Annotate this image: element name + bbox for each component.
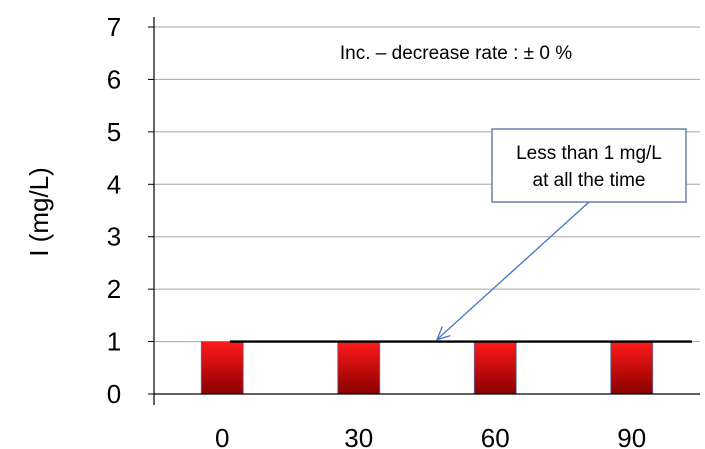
bar-0 — [200, 341, 244, 395]
y-tick-label-5: 5 — [107, 117, 121, 147]
bars — [200, 341, 654, 395]
arrow-head — [435, 326, 451, 341]
x-tick-label-0: 0 — [215, 423, 229, 449]
y-tick-label-1: 1 — [107, 327, 121, 357]
y-tick-label-6: 6 — [107, 64, 121, 94]
callout-line-2: at all the time — [533, 170, 646, 191]
tick-labels: 0 1 2 3 4 5 6 7 0 30 60 90 — [107, 12, 646, 449]
y-axis-label: I (mg/L) — [24, 167, 54, 257]
y-tick-label-4: 4 — [107, 169, 121, 199]
callout-box: Less than 1 mg/L at all the time — [491, 128, 687, 203]
bar-30 — [337, 341, 381, 395]
bar-60 — [473, 341, 517, 395]
y-tick-label-7: 7 — [107, 12, 121, 42]
y-tick-label-2: 2 — [107, 274, 121, 304]
x-tick-label-60: 60 — [481, 423, 510, 449]
callout-arrow — [435, 201, 590, 341]
x-tick-label-30: 30 — [344, 423, 373, 449]
callout-line-1: Less than 1 mg/L — [516, 143, 662, 164]
callout-border — [491, 128, 687, 203]
gridlines — [148, 26, 700, 395]
rate-annotation: Inc. – decrease rate : ± 0 % — [340, 43, 572, 64]
axes — [153, 17, 700, 405]
arrow-shaft — [436, 201, 590, 341]
bar-90 — [610, 341, 654, 395]
y-tick-label-0: 0 — [107, 379, 121, 409]
x-tick-label-90: 90 — [617, 423, 646, 449]
y-tick-label-3: 3 — [107, 222, 121, 252]
